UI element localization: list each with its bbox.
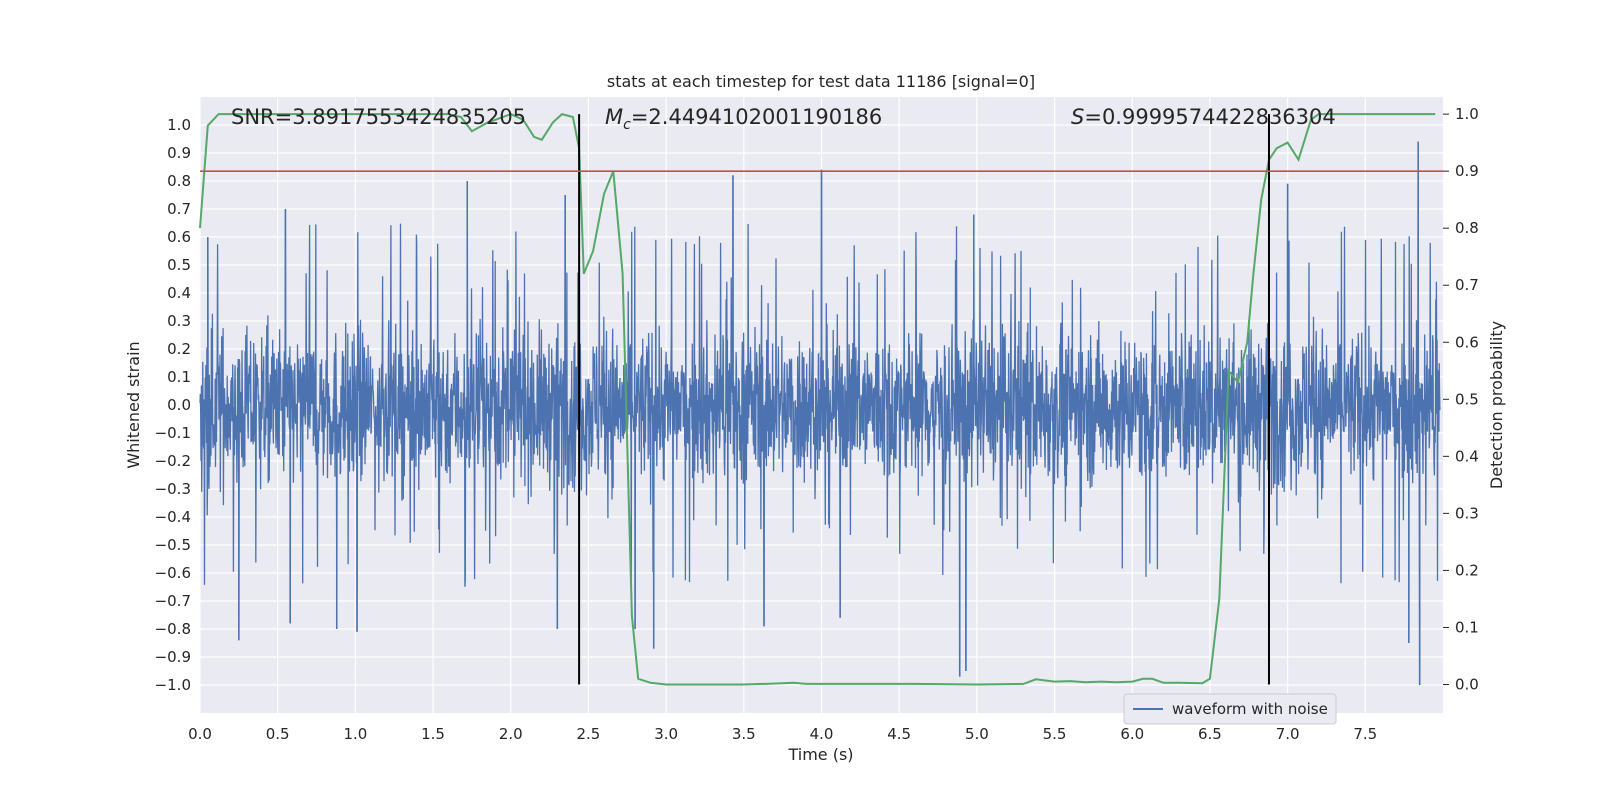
y-tick-label: −0.7 xyxy=(155,592,191,610)
y-tick-label: 0.2 xyxy=(167,340,191,358)
s-symbol: S xyxy=(1071,105,1084,129)
x-tick-label: 3.0 xyxy=(654,725,678,743)
y2-tick-label: 0.7 xyxy=(1455,276,1479,294)
tick-labels: 0.0 0.5 1.0 1.5 2.0 2.5 3.0 3.5 4.0 4.5 5.0 5.5 6.0 6… xyxy=(155,105,1479,743)
y2-tick-label: 0.8 xyxy=(1455,219,1479,237)
mc-subscript: c xyxy=(623,117,631,133)
y-tick-label: −0.1 xyxy=(155,424,191,442)
y2-axis-label: Detection probability xyxy=(1487,321,1506,489)
legend-box xyxy=(1123,693,1337,725)
y-tick-label: −0.6 xyxy=(155,564,191,582)
y2-tick-label: 0.2 xyxy=(1455,561,1479,579)
y-tick-label: 1.0 xyxy=(167,116,191,134)
x-tick-label: 1.5 xyxy=(421,725,445,743)
y-tick-label: 0.6 xyxy=(167,228,191,246)
detection-probability-series xyxy=(199,112,1436,686)
y2-tick-label: 0.3 xyxy=(1455,504,1479,522)
probability-line xyxy=(199,112,1436,686)
y2-tick-label: 1.0 xyxy=(1455,105,1479,123)
x-tick-label: 5.5 xyxy=(1043,725,1067,743)
y-tick-label: −0.3 xyxy=(155,480,191,498)
y-tick-label: 0.3 xyxy=(167,312,191,330)
y-tick-label: −0.8 xyxy=(155,620,191,638)
waveform-line xyxy=(199,141,1441,686)
y-tick-label: 0.8 xyxy=(167,172,191,190)
mc-symbol: M xyxy=(605,105,623,129)
mc-value: =2.4494102001190186 xyxy=(631,105,882,129)
y-tick-label: 0.4 xyxy=(167,284,191,302)
snr-annotation: SNR=3.8917553424835205 xyxy=(231,105,526,129)
x-tick-label: 3.5 xyxy=(732,725,756,743)
y2-tick-label: 0.5 xyxy=(1455,390,1479,408)
x-tick-label: 6.5 xyxy=(1198,725,1222,743)
y2-tick-label: 0.0 xyxy=(1455,675,1479,693)
reference-lines xyxy=(200,114,1443,685)
y-tick-label: 0.0 xyxy=(167,396,191,414)
y-tick-label: 0.1 xyxy=(167,368,191,386)
y-tick-label: −0.2 xyxy=(155,452,191,470)
y-tick-label: 0.7 xyxy=(167,200,191,218)
mc-annotation: Mc=2.4494102001190186 xyxy=(605,105,882,133)
y-tick-label: −0.5 xyxy=(155,536,191,554)
y-tick-label: 0.5 xyxy=(167,256,191,274)
legend: waveform with noise xyxy=(1123,693,1337,725)
y2-tick-label: 0.6 xyxy=(1455,333,1479,351)
y-tick-label: −0.4 xyxy=(155,508,191,526)
s-annotation: S=0.9999574422836304 xyxy=(1071,105,1336,129)
y-tick-label: 0.9 xyxy=(167,144,191,162)
x-tick-label: 7.0 xyxy=(1276,725,1300,743)
x-tick-label: 2.5 xyxy=(577,725,601,743)
x-tick-label: 0.5 xyxy=(266,725,290,743)
y2-tick-label: 0.4 xyxy=(1455,447,1479,465)
x-tick-label: 6.0 xyxy=(1120,725,1144,743)
y2-tick-label: 0.1 xyxy=(1455,618,1479,636)
y-tick-label: −0.9 xyxy=(155,648,191,666)
x-axis-label: Time (s) xyxy=(787,745,853,764)
x-tick-label: 4.0 xyxy=(810,725,834,743)
s-value: =0.9999574422836304 xyxy=(1084,105,1335,129)
x-tick-label: 2.0 xyxy=(499,725,523,743)
y-tick-label: −1.0 xyxy=(155,676,191,694)
chart-title: stats at each timestep for test data 111… xyxy=(607,72,1035,91)
y-axis-label: Whitened strain xyxy=(124,341,143,468)
x-tick-label: 4.5 xyxy=(887,725,911,743)
x-tick-label: 0.0 xyxy=(188,725,212,743)
x-tick-label: 1.0 xyxy=(343,725,367,743)
x-tick-label: 5.0 xyxy=(965,725,989,743)
legend-label: waveform with noise xyxy=(1172,700,1328,718)
waveform-with-noise-series xyxy=(199,141,1441,686)
x-tick-label: 7.5 xyxy=(1353,725,1377,743)
y2-tick-label: 0.9 xyxy=(1455,162,1479,180)
